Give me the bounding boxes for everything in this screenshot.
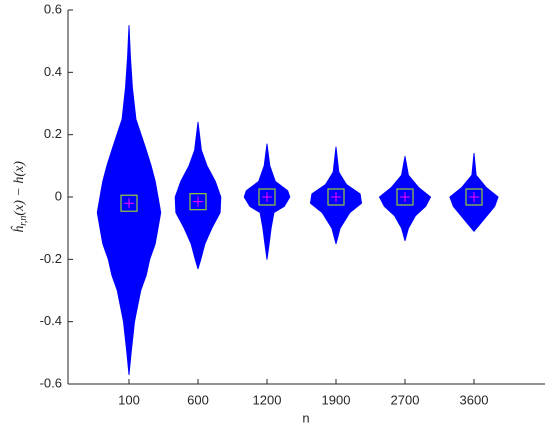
y-label-sub: r,n [18, 216, 29, 226]
y-tick-label: -0.4 [40, 313, 62, 328]
median-box [465, 188, 483, 206]
median-box [327, 188, 345, 206]
median-cross [124, 198, 134, 209]
x-tick-label: 600 [187, 392, 209, 407]
median-cross [400, 192, 410, 202]
y-tick-label: 0.6 [44, 1, 62, 16]
median-cross [331, 192, 341, 202]
median-box [120, 194, 138, 212]
x-tick-label: 3600 [460, 392, 489, 407]
median-box [258, 188, 276, 206]
y-tick-label: 0 [55, 188, 62, 203]
x-tick-label: 1900 [322, 392, 351, 407]
x-tick-label: 2700 [391, 392, 420, 407]
y-axis-label: ĥr,n(x) − h(x) [10, 161, 29, 233]
x-tick-label: 1200 [253, 392, 282, 407]
y-label-rest: (x) − h(x) [12, 161, 27, 216]
y-tick-label: 0.4 [44, 64, 62, 79]
x-axis-label: n [302, 410, 309, 425]
y-tick-label: 0.2 [44, 126, 62, 141]
x-tick-label: 100 [118, 392, 140, 407]
y-tick-label: -0.6 [40, 375, 62, 390]
y-label-main: ĥ [10, 225, 27, 233]
median-box [189, 193, 207, 211]
violin [174, 121, 222, 270]
median-cross [469, 192, 479, 202]
y-tick-label: -0.2 [40, 251, 62, 266]
median-box [396, 188, 414, 206]
median-cross [193, 196, 203, 207]
median-cross [262, 192, 272, 202]
